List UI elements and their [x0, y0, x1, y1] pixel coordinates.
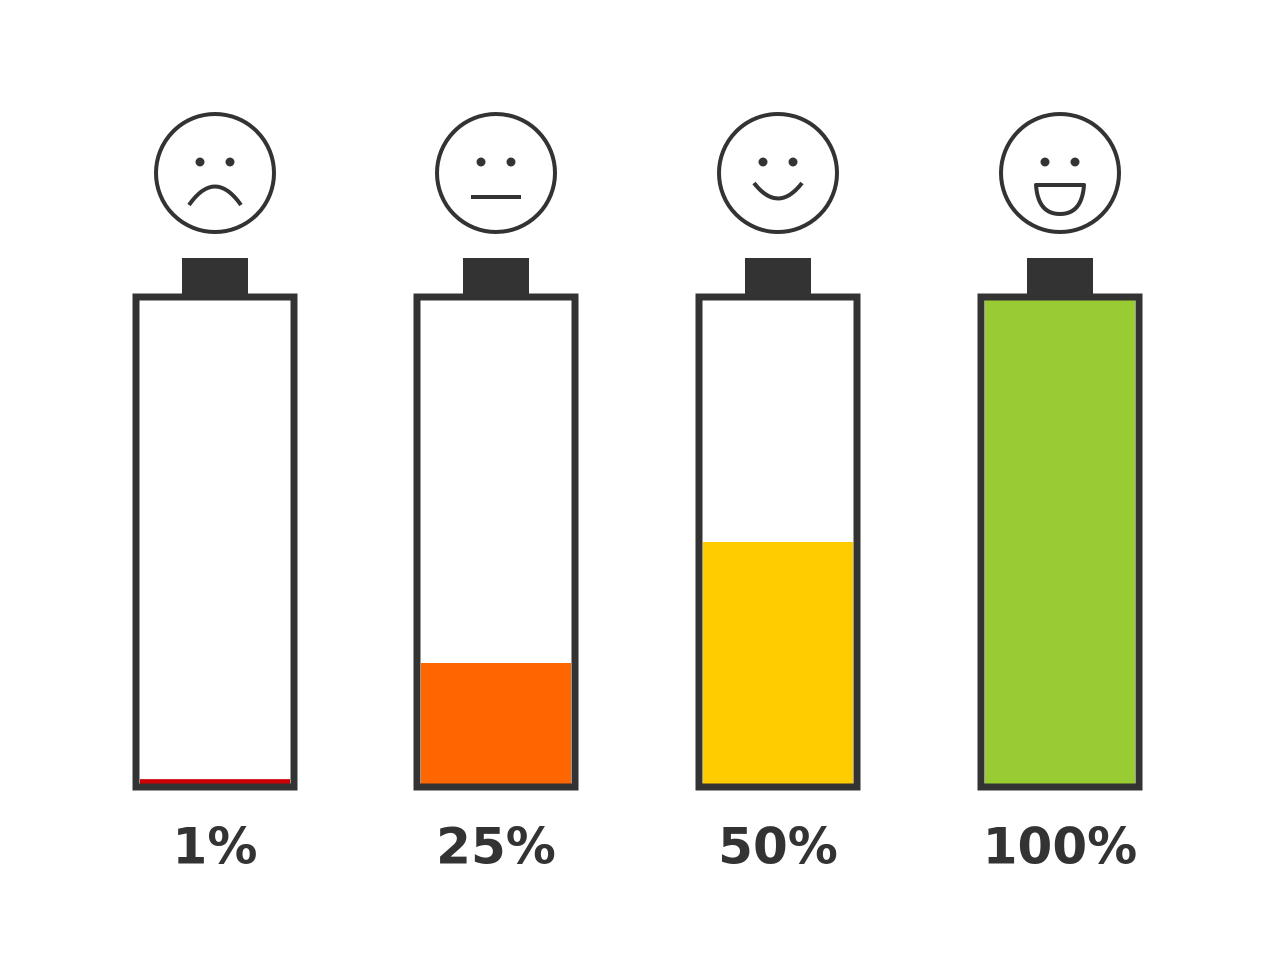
battery-cap	[745, 258, 811, 295]
face-eye	[506, 157, 516, 167]
face-mouth	[187, 184, 243, 207]
face	[717, 112, 839, 234]
battery-level	[140, 779, 290, 784]
value-label: 1%	[173, 818, 258, 876]
face-eye	[1070, 157, 1080, 167]
face-mouth	[752, 181, 804, 201]
face-eye	[195, 157, 205, 167]
battery-cap	[182, 258, 248, 295]
battery-level	[703, 542, 853, 784]
face-eye	[788, 157, 798, 167]
battery-body	[132, 293, 298, 791]
battery-level	[421, 663, 571, 784]
face	[435, 112, 557, 234]
face-eye	[225, 157, 235, 167]
face-eye	[1040, 157, 1050, 167]
battery-cap	[463, 258, 529, 295]
face-mouth	[1034, 183, 1086, 216]
battery-level	[985, 300, 1135, 784]
value-label: 100%	[983, 818, 1137, 876]
battery-body	[695, 293, 861, 791]
battery-cap	[1027, 258, 1093, 295]
face	[999, 112, 1121, 234]
face-eye	[476, 157, 486, 167]
value-label: 50%	[718, 818, 838, 876]
value-label: 25%	[436, 818, 556, 876]
face-eye	[758, 157, 768, 167]
face	[154, 112, 276, 234]
battery-body	[413, 293, 579, 791]
battery-body	[977, 293, 1143, 791]
